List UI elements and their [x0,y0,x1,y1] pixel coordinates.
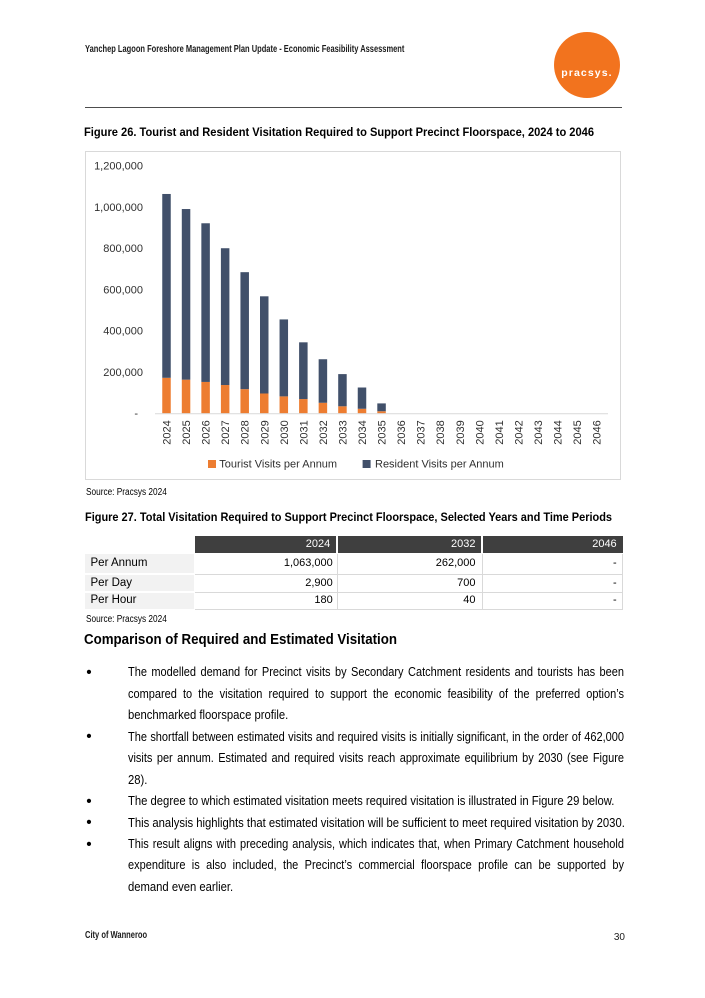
svg-text:2024: 2024 [162,420,174,444]
svg-text:2039: 2039 [455,420,467,444]
svg-text:2044: 2044 [553,420,565,444]
svg-text:2025: 2025 [181,420,193,444]
svg-text:600,000: 600,000 [103,284,143,296]
svg-text:2030: 2030 [279,420,291,444]
svg-text:2040: 2040 [474,420,486,444]
svg-text:2037: 2037 [416,420,428,444]
svg-text:2029: 2029 [259,420,271,444]
svg-text:2043: 2043 [533,420,545,444]
svg-text:Tourist Visits per Annum: Tourist Visits per Annum [219,458,337,470]
svg-text:2041: 2041 [494,420,506,444]
svg-text:400,000: 400,000 [103,326,143,338]
svg-text:2045: 2045 [572,420,584,444]
svg-text:2042: 2042 [513,420,525,444]
svg-text:1,000,000: 1,000,000 [94,202,143,214]
svg-text:2031: 2031 [298,420,310,444]
svg-text:-: - [134,408,138,420]
svg-text:1,200,000: 1,200,000 [94,161,143,173]
svg-text:2027: 2027 [220,420,232,444]
svg-text:2036: 2036 [396,420,408,444]
svg-text:2026: 2026 [201,420,213,444]
svg-text:2034: 2034 [357,420,369,444]
svg-text:2028: 2028 [240,420,252,444]
svg-text:200,000: 200,000 [103,367,143,379]
svg-text:2035: 2035 [377,420,389,444]
svg-text:2046: 2046 [592,420,604,444]
svg-text:2033: 2033 [337,420,349,444]
svg-text:800,000: 800,000 [103,243,143,255]
svg-text:2032: 2032 [318,420,330,444]
svg-text:Resident Visits per Annum: Resident Visits per Annum [375,458,504,470]
svg-text:2038: 2038 [435,420,447,444]
